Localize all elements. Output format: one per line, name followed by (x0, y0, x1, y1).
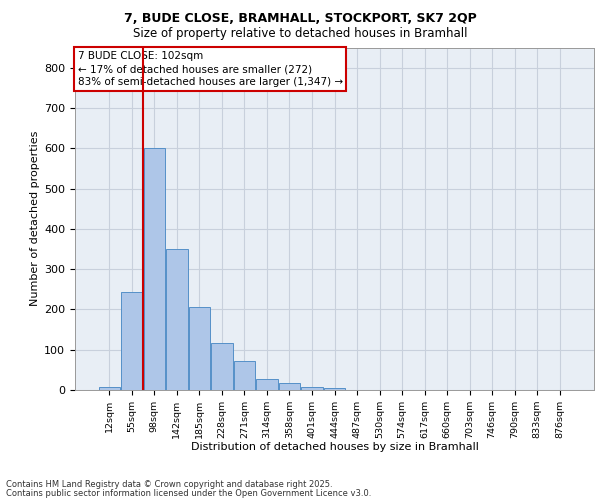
Bar (121, 292, 143, 390)
Text: Contains public sector information licensed under the Open Government Licence v3: Contains public sector information licen… (6, 488, 371, 498)
Bar (301, 387, 323, 390)
Text: 7, BUDE CLOSE, BRAMHALL, STOCKPORT, SK7 2QP: 7, BUDE CLOSE, BRAMHALL, STOCKPORT, SK7 … (124, 12, 476, 26)
Text: Contains HM Land Registry data © Crown copyright and database right 2025.: Contains HM Land Registry data © Crown c… (6, 480, 332, 489)
Bar (324, 388, 345, 390)
Bar (166, 249, 188, 390)
Bar (98, 387, 120, 390)
X-axis label: Distribution of detached houses by size in Bramhall: Distribution of detached houses by size … (191, 442, 478, 452)
Bar (234, 361, 255, 390)
Bar (279, 383, 300, 390)
Text: Size of property relative to detached houses in Bramhall: Size of property relative to detached ho… (133, 28, 467, 40)
Text: 7 BUDE CLOSE: 102sqm
← 17% of detached houses are smaller (272)
83% of semi-deta: 7 BUDE CLOSE: 102sqm ← 17% of detached h… (77, 51, 343, 88)
Bar (211, 343, 233, 390)
Bar (143, 148, 165, 390)
Y-axis label: Number of detached properties: Number of detached properties (30, 131, 40, 306)
Bar (188, 306, 210, 390)
Bar (256, 379, 278, 390)
